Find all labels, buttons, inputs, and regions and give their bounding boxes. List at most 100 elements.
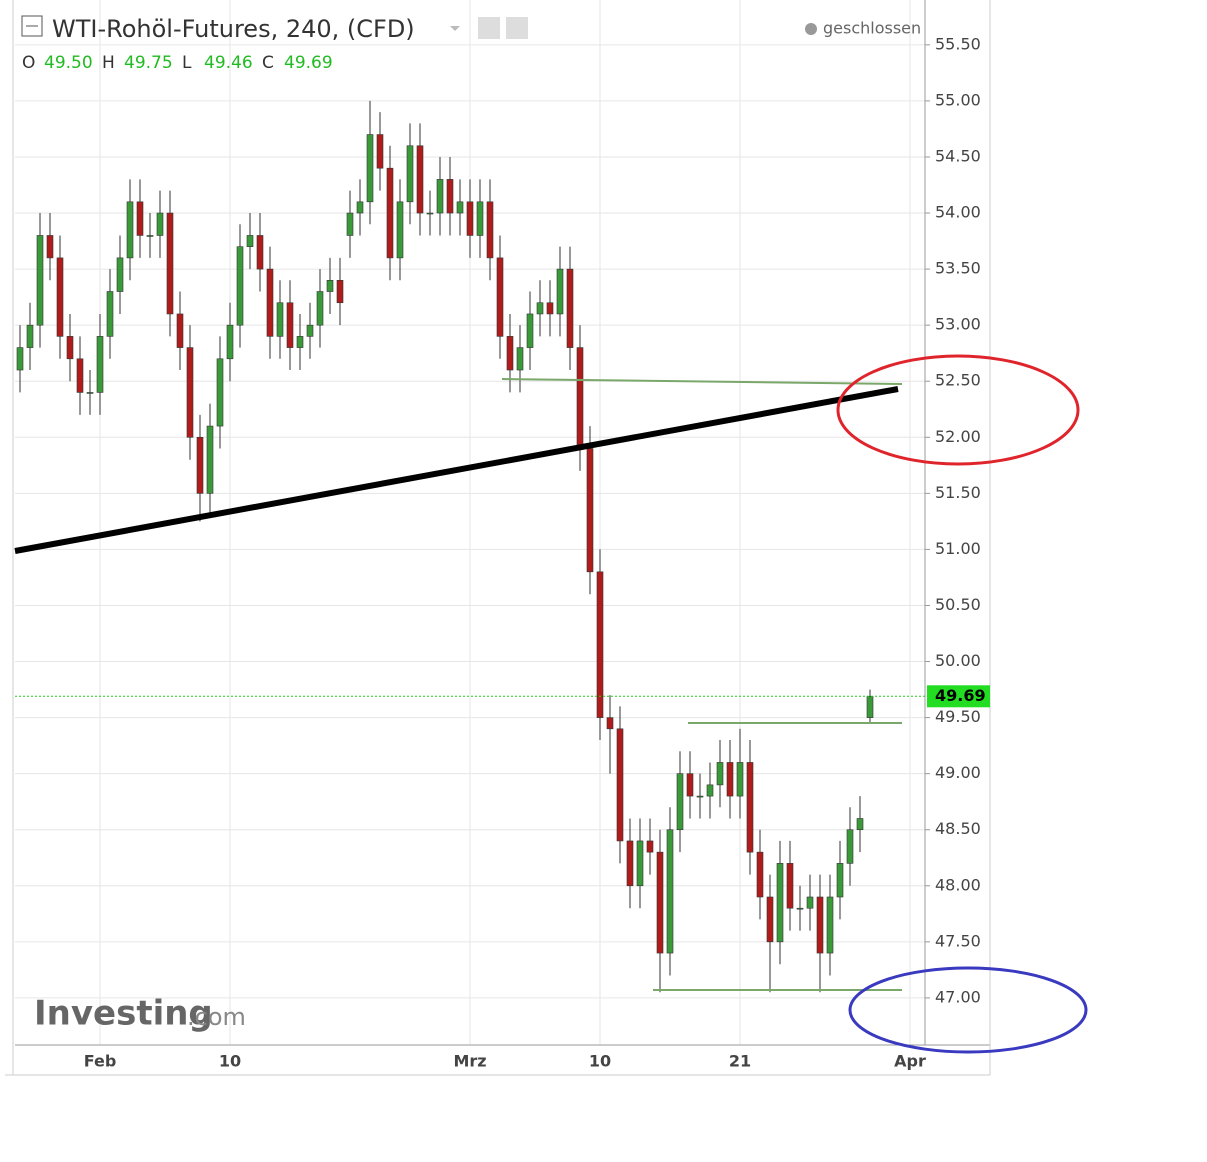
candle-body [486,201,494,259]
candle-body [496,257,504,337]
x-tick-label: Feb [84,1052,117,1071]
candle-body [806,896,814,909]
candle-body [766,896,774,943]
last-price-label: 49.69 [935,686,986,705]
candle-body [636,840,644,887]
watermark: Investing [34,994,213,1034]
candle-body [716,762,724,786]
ohlc-header: O 49.50 H 49.75 L 49.46 C 49.69 [22,53,333,73]
candle-body [36,235,44,326]
candle-body [286,302,294,348]
y-tick-label: 47.50 [935,931,981,950]
y-tick-label: 52.00 [935,427,981,446]
candle-body [656,851,664,954]
candle-body [736,762,744,797]
y-tick-label: 55.50 [935,34,981,53]
candle-body [426,212,434,215]
ohlc-value: 49.69 [284,53,333,73]
y-tick-label: 54.50 [935,146,981,165]
highlight-ellipse [848,966,1088,1054]
candle-body [276,302,284,337]
candle-body [706,784,714,797]
settings-icon[interactable] [478,17,500,39]
candle-body [176,313,184,348]
candle-body [366,134,374,203]
ohlc-value: 49.46 [204,53,253,73]
candle-body [236,246,244,326]
candle-body [246,235,254,247]
candle-body [686,773,694,797]
collapse-icon[interactable] [21,15,43,37]
grid [15,0,930,1045]
status: geschlossen [823,19,921,38]
chart-title: WTI-Rohöl-Futures, 240, (CFD) [52,15,415,43]
candle-body [836,863,844,898]
y-tick-label: 54.00 [935,203,981,222]
candle-body [326,280,334,292]
candle-body [46,235,54,259]
candle-body [226,324,234,360]
candle-body [556,268,564,315]
candle-body [156,212,164,236]
candle-body [376,134,384,169]
y-tick-label: 51.00 [935,539,981,558]
candle-body [526,313,534,348]
candle-body [76,358,84,393]
candle-body [166,212,174,315]
candle-body [516,347,524,371]
y-tick-label: 47.00 [935,987,981,1006]
y-tick-label: 52.50 [935,371,981,390]
candle-body [146,235,154,237]
candle-body [26,324,34,348]
candle-body [476,201,484,236]
candle-body [136,201,144,236]
candle-body [696,795,704,798]
candle-body [406,145,414,203]
candle-body [776,863,784,943]
y-tick-label: 49.50 [935,707,981,726]
dropdown-icon[interactable] [450,26,460,31]
candle-body [16,347,24,371]
trend-line [14,386,899,554]
settings-icon[interactable] [506,17,528,39]
candle-body [66,336,74,360]
candle-body [666,829,674,954]
candle-body [456,201,464,214]
candle-body [126,201,134,259]
candle-body [386,167,394,259]
candle-body [616,728,624,842]
candle-body [756,851,764,898]
status-dot [805,23,817,35]
highlight-ellipse [836,354,1080,466]
resistance-line [501,378,903,385]
candle-body [576,347,584,449]
ohlc-key: O [22,53,35,73]
candle-body [416,145,424,214]
x-tick-label: 10 [589,1052,611,1071]
y-tick-label: 50.00 [935,651,981,670]
candle-body [816,896,824,954]
candle-body [196,436,204,494]
y-tick-label: 49.00 [935,763,981,782]
candle-body [256,235,264,270]
candle-body [216,358,224,427]
candle-body [86,392,94,394]
candle-body [396,201,404,259]
x-tick-label: 21 [729,1052,751,1071]
candle-body [206,425,214,494]
candle-body [266,268,274,337]
candle-body [506,336,514,371]
candle-body [586,448,594,573]
candle-body [436,179,444,214]
candle-body [106,291,114,337]
candle-body [746,762,754,853]
x-tick-label: Apr [894,1052,926,1071]
x-tick-label: Mrz [453,1052,486,1071]
candle-body [306,324,314,337]
candle-body [786,863,794,909]
candle-body [446,179,454,214]
candle-body [856,818,864,831]
candle-body [356,201,364,214]
